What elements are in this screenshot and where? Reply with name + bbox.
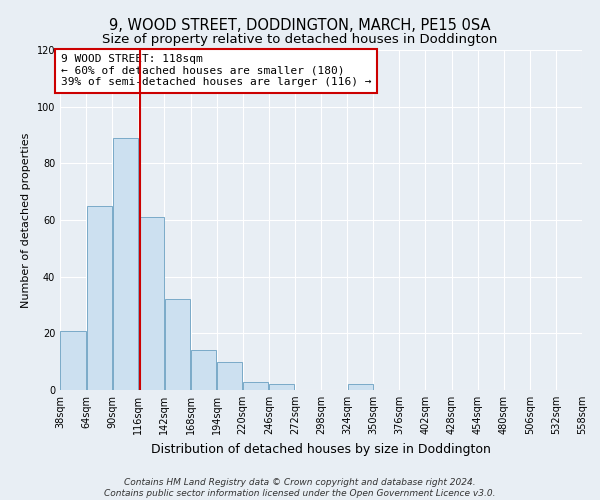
Bar	[61, 330, 86, 390]
Y-axis label: Number of detached properties: Number of detached properties	[21, 132, 31, 308]
Text: Contains HM Land Registry data © Crown copyright and database right 2024.
Contai: Contains HM Land Registry data © Crown c…	[104, 478, 496, 498]
Bar	[191, 350, 216, 390]
Bar	[86, 206, 112, 390]
Bar	[113, 138, 138, 390]
Text: 9 WOOD STREET: 118sqm
← 60% of detached houses are smaller (180)
39% of semi-det: 9 WOOD STREET: 118sqm ← 60% of detached …	[61, 54, 371, 88]
Bar	[165, 300, 190, 390]
Bar	[347, 384, 373, 390]
Text: Size of property relative to detached houses in Doddington: Size of property relative to detached ho…	[103, 32, 497, 46]
Bar	[269, 384, 295, 390]
Bar	[217, 362, 242, 390]
X-axis label: Distribution of detached houses by size in Doddington: Distribution of detached houses by size …	[151, 442, 491, 456]
Text: 9, WOOD STREET, DODDINGTON, MARCH, PE15 0SA: 9, WOOD STREET, DODDINGTON, MARCH, PE15 …	[109, 18, 491, 32]
Bar	[139, 217, 164, 390]
Bar	[243, 382, 268, 390]
